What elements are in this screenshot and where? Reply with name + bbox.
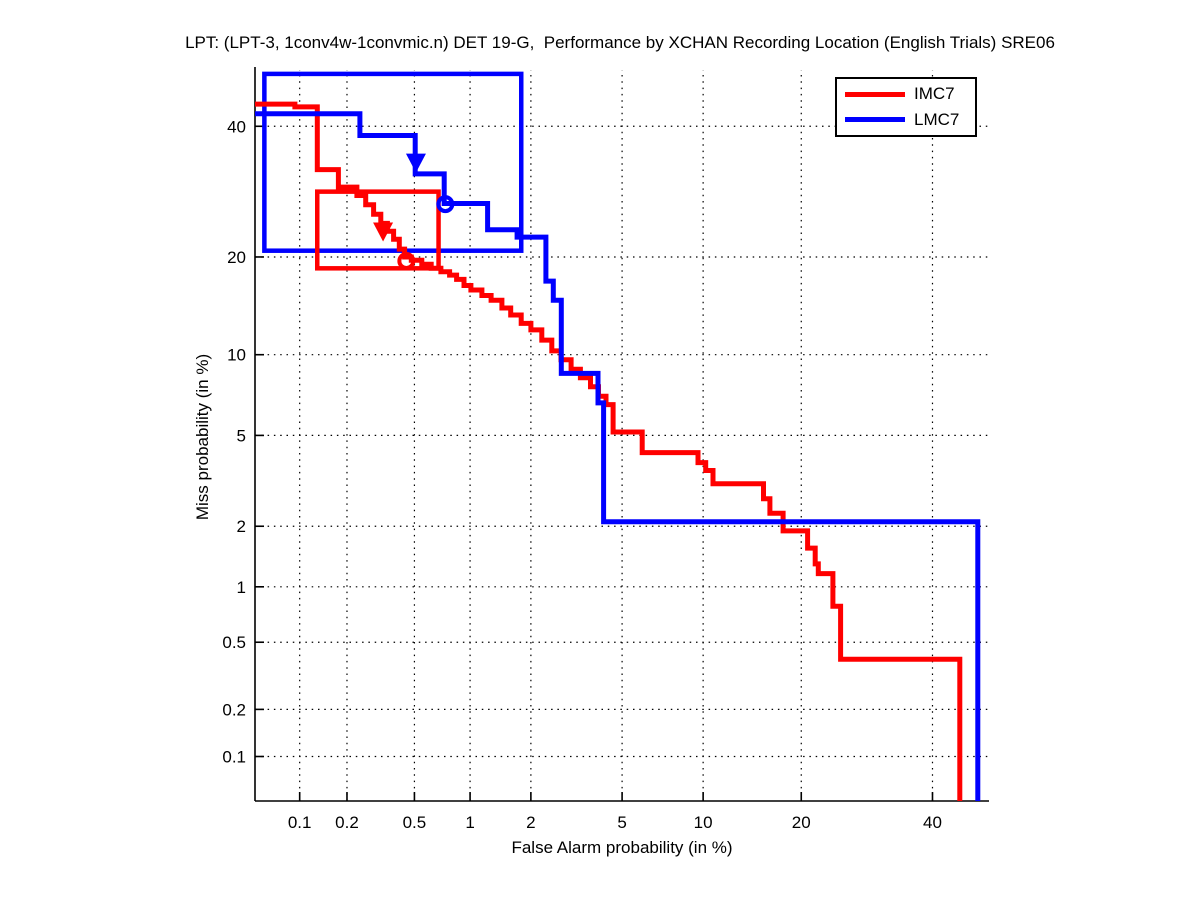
imc7-arrow-marker <box>373 222 394 242</box>
x-tick-label: 2 <box>526 813 535 832</box>
x-tick-label: 0.1 <box>288 813 312 832</box>
x-tick-label: 1 <box>465 813 474 832</box>
legend-label-lmc7: LMC7 <box>914 109 960 129</box>
x-tick-label: 10 <box>694 813 713 832</box>
det-curve-lmc7 <box>255 111 981 801</box>
imc7-confidence-box <box>315 189 441 271</box>
y-tick-label: 5 <box>237 426 246 445</box>
y-tick-label: 1 <box>237 578 246 597</box>
tick-labels: 0.1 0.2 0.5 1 2 5 10 20 40 0.1 0.2 0.5 1 2 5 10 20 40 <box>222 117 942 832</box>
imc7-circle-marker <box>397 251 416 270</box>
x-tick-label: 40 <box>923 813 942 832</box>
y-tick-label: 0.1 <box>222 748 246 767</box>
legend-label-imc7: IMC7 <box>914 84 955 104</box>
y-tick-label: 2 <box>237 517 246 536</box>
x-tick-label: 0.2 <box>335 813 359 832</box>
y-tick-label: 40 <box>227 117 246 136</box>
chart-title: LPT: (LPT-3, 1conv4w-1convmic.n) DET 19-… <box>185 33 1055 52</box>
lmc7-confidence-box <box>262 71 524 253</box>
y-tick-label: 20 <box>227 248 246 267</box>
det-curve-imc7 <box>255 101 963 801</box>
legend-item-imc7: IMC7 <box>837 84 975 104</box>
y-tick-label: 0.5 <box>222 633 246 652</box>
x-tick-label: 20 <box>792 813 811 832</box>
lmc7-arrow-marker <box>405 153 426 173</box>
x-tick-label: 5 <box>617 813 626 832</box>
y-tick-label: 10 <box>227 346 246 365</box>
gridlines <box>255 70 989 801</box>
legend-item-lmc7: LMC7 <box>837 110 975 130</box>
lmc7-circle-marker <box>436 195 455 214</box>
x-axis-label: False Alarm probability (in %) <box>511 838 733 857</box>
legend: IMC7 LMC7 <box>835 77 977 137</box>
x-tick-label: 0.5 <box>403 813 427 832</box>
legend-line-lmc7 <box>845 117 905 123</box>
axes <box>254 67 989 802</box>
y-tick-label: 0.2 <box>222 700 246 719</box>
legend-line-imc7 <box>845 91 905 97</box>
